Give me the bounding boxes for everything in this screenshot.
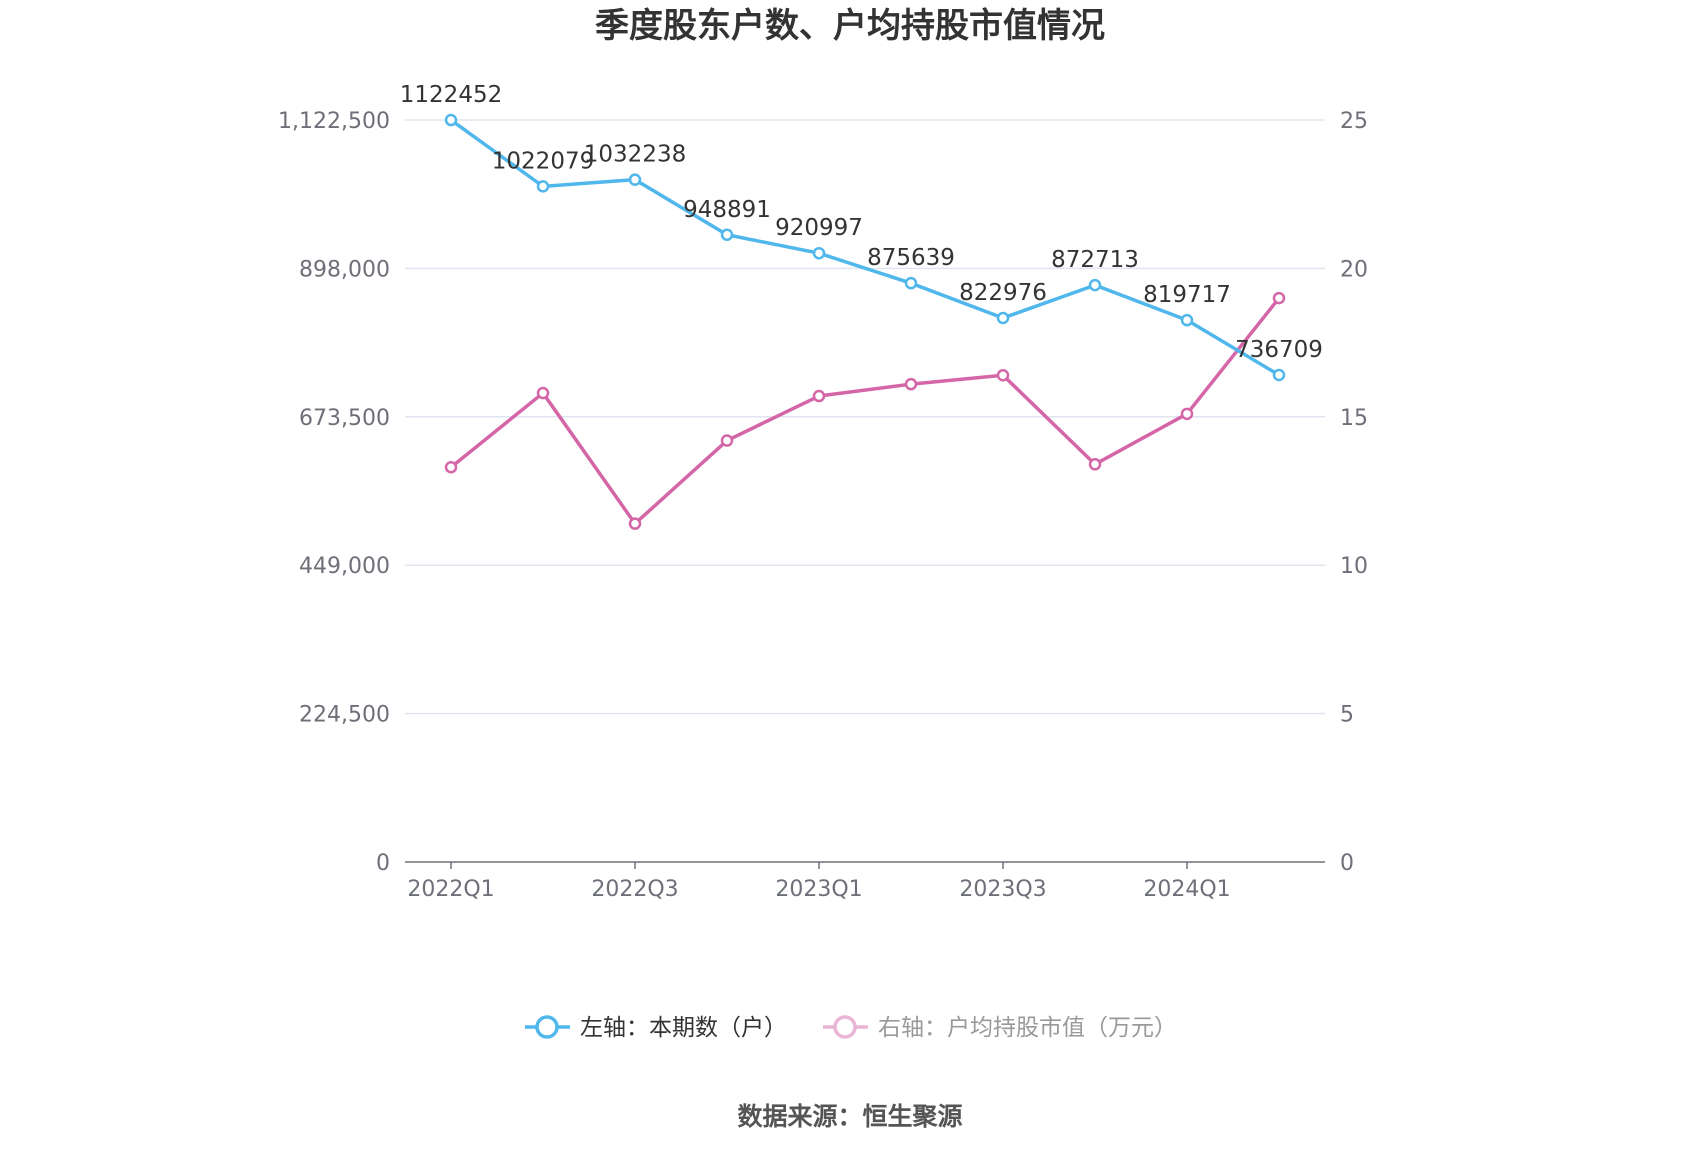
data-labels: 1122452102207910322389488919209978756398…	[400, 82, 1323, 363]
data-label: 875639	[867, 245, 955, 271]
x-tick-label: 2024Q1	[1143, 877, 1230, 902]
right-tick-label: 25	[1340, 109, 1368, 134]
data-point-left[interactable]	[996, 311, 1010, 325]
legend-item-right[interactable]: 右轴：户均持股市值（万元）	[823, 1015, 1177, 1041]
legend-right-label: 右轴：户均持股市值（万元）	[878, 1015, 1177, 1041]
left-tick-label: 0	[376, 851, 390, 876]
data-label: 822976	[959, 280, 1047, 306]
left-tick-label: 1,122,500	[278, 109, 390, 134]
data-point-right[interactable]	[536, 386, 550, 400]
x-tick-label: 2023Q3	[959, 877, 1046, 902]
data-source: 数据来源：恒生聚源	[737, 1102, 962, 1131]
series-line-left	[449, 118, 1280, 377]
data-point-left[interactable]	[1180, 313, 1194, 327]
left-tick-label: 673,500	[299, 406, 390, 431]
x-tick-label: 2023Q1	[775, 877, 862, 902]
data-point-left[interactable]	[1272, 368, 1286, 382]
legend-left-label: 左轴：本期数（户）	[580, 1015, 787, 1041]
x-axis: 2022Q1 2022Q3 2023Q1 2023Q3 2024Q1	[405, 861, 1325, 902]
right-axis: 0 5 10 15 20 25	[1340, 109, 1368, 876]
data-point-right[interactable]	[628, 517, 642, 530]
data-label: 819717	[1143, 282, 1231, 308]
data-label: 1022079	[492, 148, 594, 174]
data-point-right[interactable]	[904, 377, 918, 391]
right-tick-label: 10	[1340, 554, 1368, 579]
data-label: 872713	[1051, 247, 1139, 273]
data-point-left[interactable]	[720, 228, 734, 242]
left-tick-label: 224,500	[299, 703, 390, 728]
left-tick-label: 898,000	[299, 257, 390, 282]
data-point-right[interactable]	[1088, 458, 1102, 471]
left-tick-label: 449,000	[299, 554, 390, 579]
right-tick-label: 15	[1340, 406, 1368, 431]
legend: 左轴：本期数（户） 右轴：户均持股市值（万元）	[525, 1015, 1177, 1041]
chart-title: 季度股东户数、户均持股市值情况	[595, 6, 1105, 46]
data-point-left[interactable]	[444, 113, 458, 127]
right-tick-label: 5	[1340, 703, 1354, 728]
x-tick-label: 2022Q3	[591, 877, 678, 902]
legend-left-marker	[535, 1015, 559, 1039]
data-label: 1032238	[584, 142, 686, 168]
data-point-right[interactable]	[812, 389, 826, 403]
right-tick-label: 20	[1340, 257, 1368, 282]
series-layer	[444, 113, 1286, 530]
data-label: 920997	[775, 215, 863, 241]
data-point-left[interactable]	[536, 180, 550, 193]
left-axis: 0 224,500 449,000 673,500 898,000 1,122,500	[278, 109, 390, 876]
data-point-left[interactable]	[628, 173, 642, 186]
right-tick-label: 0	[1340, 851, 1354, 876]
data-point-right[interactable]	[1272, 291, 1286, 305]
legend-right-marker	[833, 1015, 857, 1039]
data-point-right[interactable]	[996, 368, 1010, 382]
series-line-right	[449, 296, 1281, 526]
data-point-left[interactable]	[1088, 278, 1102, 292]
data-label: 948891	[683, 197, 771, 223]
data-point-left[interactable]	[904, 276, 918, 290]
x-tick-label: 2022Q1	[407, 877, 494, 902]
data-point-right[interactable]	[444, 461, 458, 474]
data-label: 1122452	[400, 82, 502, 108]
legend-item-left[interactable]: 左轴：本期数（户）	[525, 1015, 787, 1041]
data-point-right[interactable]	[1180, 407, 1194, 421]
data-point-right[interactable]	[720, 434, 734, 447]
data-label: 736709	[1235, 337, 1323, 363]
data-point-left[interactable]	[812, 246, 826, 260]
